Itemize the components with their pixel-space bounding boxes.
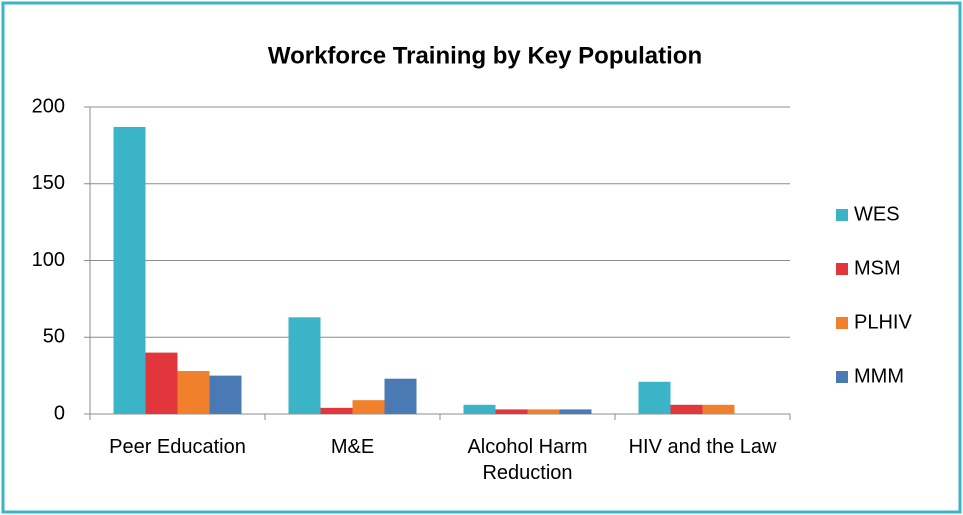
bar bbox=[320, 407, 353, 414]
bar bbox=[177, 371, 210, 414]
y-tick-label: 100 bbox=[32, 249, 65, 271]
legend-label: PLHIV bbox=[854, 311, 912, 333]
bar bbox=[352, 400, 385, 414]
bar bbox=[702, 404, 735, 414]
chart-title: Workforce Training by Key Population bbox=[268, 42, 702, 69]
x-tick-label: Peer Education bbox=[109, 436, 246, 458]
bar bbox=[288, 317, 321, 414]
bar bbox=[559, 409, 592, 414]
y-tick-label: 0 bbox=[54, 402, 65, 424]
x-tick-label: M&E bbox=[330, 436, 375, 458]
bar bbox=[527, 409, 560, 414]
bar bbox=[670, 404, 703, 414]
bar bbox=[463, 404, 496, 414]
bar bbox=[638, 381, 671, 414]
y-tick-label: 50 bbox=[43, 326, 65, 348]
x-tick-label: Alcohol Harm Reduction bbox=[467, 436, 588, 484]
legend-label: MMM bbox=[854, 365, 904, 387]
legend-label: MSM bbox=[854, 257, 901, 279]
legend-swatch bbox=[836, 317, 848, 329]
legend-swatch bbox=[836, 371, 848, 383]
x-tick-label: HIV and the Law bbox=[628, 436, 777, 458]
legend-label: WES bbox=[854, 203, 900, 225]
bar bbox=[495, 409, 528, 414]
bar bbox=[209, 375, 242, 414]
legend-swatch bbox=[836, 209, 848, 221]
legend-swatch bbox=[836, 263, 848, 275]
bar bbox=[384, 378, 417, 414]
y-tick-label: 150 bbox=[32, 172, 65, 194]
bar bbox=[113, 126, 146, 414]
y-tick-label: 200 bbox=[32, 95, 65, 117]
bar bbox=[145, 352, 178, 414]
